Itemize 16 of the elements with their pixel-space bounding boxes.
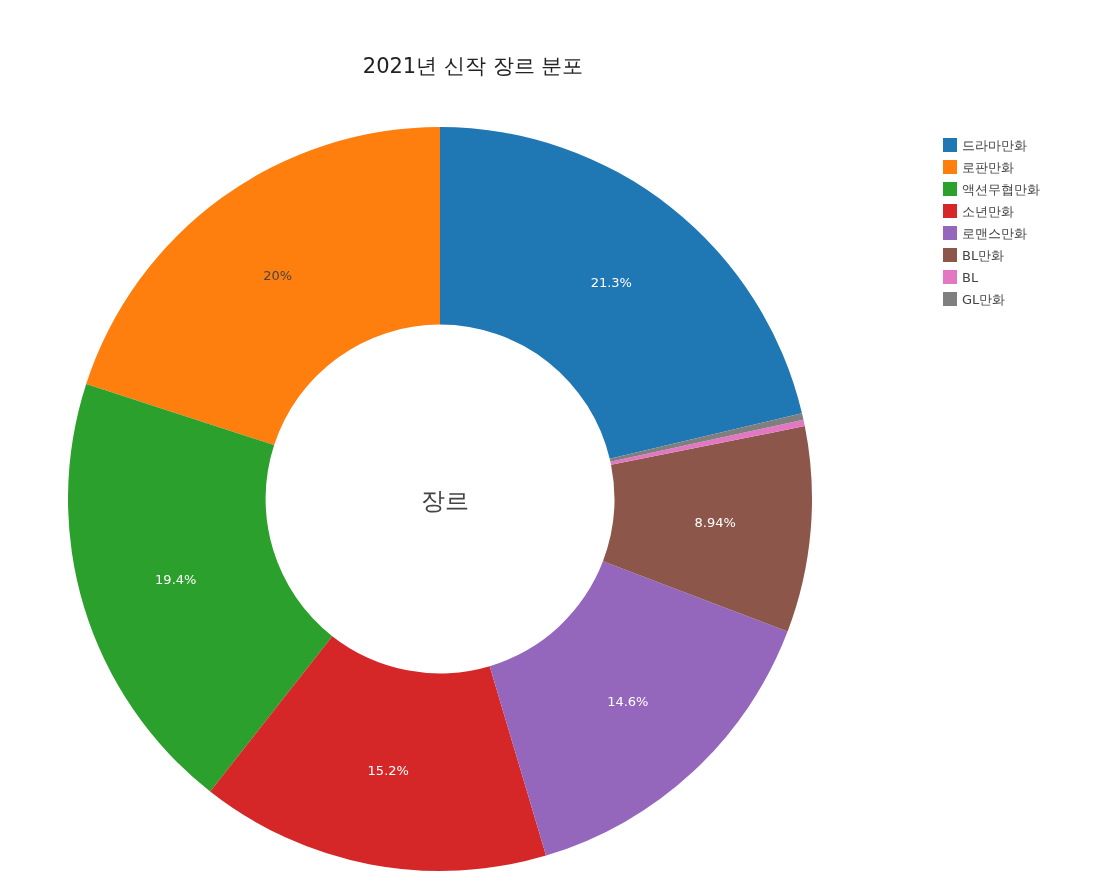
data-label: 14.6%: [607, 694, 649, 710]
legend-label: GL만화: [962, 291, 1006, 307]
data-label: 19.4%: [155, 571, 197, 587]
legend-label: 로맨스만화: [962, 225, 1027, 241]
data-label: 21.3%: [590, 274, 632, 290]
legend-label: BL: [962, 269, 979, 285]
legend-label: BL만화: [962, 247, 1005, 263]
data-label: 8.94%: [694, 514, 736, 530]
legend-label: 액션무협만화: [962, 181, 1040, 197]
data-label: 20%: [263, 268, 293, 284]
data-label: 15.2%: [367, 762, 409, 778]
legend-label: 드라마만화: [962, 137, 1027, 153]
text: 장르: [421, 487, 469, 515]
legend-label: 로판만화: [962, 159, 1014, 175]
legend-label: 소년만화: [962, 203, 1014, 219]
chart-title: 2021년 신작 장르 분포: [362, 53, 584, 78]
